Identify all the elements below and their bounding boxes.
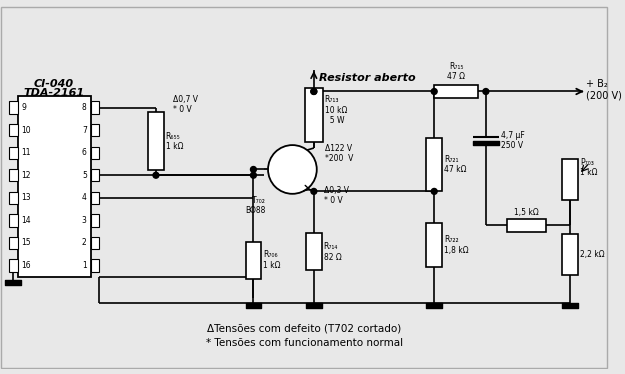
Text: CI-040: CI-040 <box>34 79 74 89</box>
Circle shape <box>153 172 159 178</box>
Bar <box>9 124 18 137</box>
Bar <box>9 147 18 159</box>
Text: 4,7 μF
250 V: 4,7 μF 250 V <box>501 131 525 150</box>
Text: R₇₁₄
82 Ω: R₇₁₄ 82 Ω <box>324 242 341 261</box>
Circle shape <box>251 166 256 172</box>
Text: TDA-2161: TDA-2161 <box>24 88 84 98</box>
Text: 1: 1 <box>82 261 87 270</box>
Bar <box>91 259 99 272</box>
Bar <box>246 242 261 279</box>
Text: R₇₀₆
1 kΩ: R₇₀₆ 1 kΩ <box>263 251 281 270</box>
Text: 6: 6 <box>82 148 87 157</box>
Text: R₇₁₃
10 kΩ
  5 W: R₇₁₃ 10 kΩ 5 W <box>324 95 347 125</box>
Text: * Tensões com funcionamento normal: * Tensões com funcionamento normal <box>206 338 402 348</box>
Bar <box>9 191 18 204</box>
Circle shape <box>431 89 437 94</box>
Bar <box>91 191 99 204</box>
Text: Δ0,3 V
* 0 V: Δ0,3 V * 0 V <box>324 186 349 205</box>
Text: 2: 2 <box>82 238 87 247</box>
Text: 9: 9 <box>21 103 26 112</box>
Bar <box>507 219 546 232</box>
Bar <box>426 138 442 191</box>
Text: R₇₂₂
1,8 kΩ: R₇₂₂ 1,8 kΩ <box>444 235 469 255</box>
Bar <box>91 147 99 159</box>
Text: R₇₁₅
47 Ω: R₇₁₅ 47 Ω <box>447 62 465 81</box>
Text: R₇₂₁
47 kΩ: R₇₂₁ 47 kΩ <box>444 155 466 174</box>
Text: Resistor aberto: Resistor aberto <box>319 73 416 83</box>
Text: 5: 5 <box>82 171 87 180</box>
Text: 14: 14 <box>21 216 31 225</box>
Bar <box>9 101 18 114</box>
Circle shape <box>311 188 317 194</box>
Bar <box>91 169 99 181</box>
Bar <box>148 113 164 171</box>
Circle shape <box>431 188 437 194</box>
Text: 15: 15 <box>21 238 31 247</box>
Text: 16: 16 <box>21 261 31 270</box>
Circle shape <box>483 89 489 94</box>
Text: T₇₀₂
BO88: T₇₀₂ BO88 <box>246 196 266 215</box>
Bar <box>562 159 578 200</box>
Circle shape <box>251 172 256 178</box>
Bar <box>18 96 91 277</box>
Bar <box>91 237 99 249</box>
Bar <box>91 101 99 114</box>
Text: Δ0,7 V
* 0 V: Δ0,7 V * 0 V <box>174 95 199 114</box>
Bar <box>9 237 18 249</box>
Text: 13: 13 <box>21 193 31 202</box>
Bar <box>9 259 18 272</box>
Text: 12: 12 <box>21 171 31 180</box>
Text: 8: 8 <box>82 103 87 112</box>
Text: 11: 11 <box>21 148 31 157</box>
Circle shape <box>311 89 317 94</box>
Text: ΔTensões com defeito (T702 cortado): ΔTensões com defeito (T702 cortado) <box>207 324 401 333</box>
Bar <box>434 85 478 98</box>
Circle shape <box>268 145 317 194</box>
Text: 3: 3 <box>82 216 87 225</box>
Bar <box>306 233 322 270</box>
Text: 10: 10 <box>21 126 31 135</box>
Text: 7: 7 <box>82 126 87 135</box>
Text: 2,2 kΩ: 2,2 kΩ <box>580 250 604 259</box>
Text: P₇₀₃
1 kΩ: P₇₀₃ 1 kΩ <box>580 158 598 177</box>
Bar <box>562 234 578 275</box>
Bar <box>305 88 322 142</box>
Bar <box>91 214 99 227</box>
Text: 1,5 kΩ: 1,5 kΩ <box>514 208 539 217</box>
Bar <box>426 223 442 267</box>
Bar <box>9 169 18 181</box>
Bar <box>9 214 18 227</box>
Bar <box>91 124 99 137</box>
Text: Δ122 V
*200  V: Δ122 V *200 V <box>324 144 353 163</box>
Text: + B₂
(200 V): + B₂ (200 V) <box>586 79 622 100</box>
Circle shape <box>311 89 317 94</box>
Text: 4: 4 <box>82 193 87 202</box>
Text: R₆₅₅
1 kΩ: R₆₅₅ 1 kΩ <box>166 132 183 151</box>
